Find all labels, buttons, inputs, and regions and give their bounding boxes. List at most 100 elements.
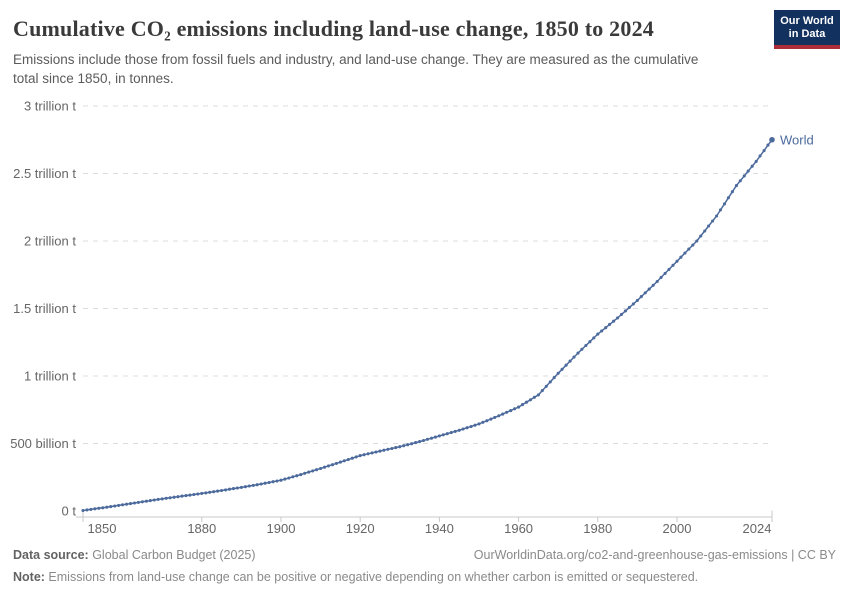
data-point-marker <box>592 336 596 340</box>
data-point-marker <box>140 500 144 504</box>
data-point-marker <box>429 436 434 440</box>
data-point-marker <box>208 490 212 494</box>
data-point-marker <box>220 488 224 493</box>
data-point-marker <box>465 426 469 430</box>
line-chart-canvas[interactable]: 0 t 500 billion t 1 trillion t 1.5 trillion… <box>0 0 850 545</box>
data-point-marker <box>378 449 382 453</box>
data-point-marker <box>326 464 331 468</box>
data-point-marker <box>639 295 643 299</box>
data-point-marker <box>295 474 299 478</box>
data-point-marker <box>501 412 505 416</box>
chart-title: Cumulative CO₂ emissions including land-… <box>13 16 654 41</box>
x-axis-tick-label: 2000 <box>663 521 692 536</box>
data-point-marker <box>675 259 679 263</box>
data-point-marker <box>224 488 228 492</box>
footer-row: Data source: Global Carbon Budget (2025)… <box>13 548 836 562</box>
data-point-marker <box>334 461 338 465</box>
data-point-marker <box>255 483 259 487</box>
data-point-marker <box>311 469 315 473</box>
data-point-marker <box>152 498 156 502</box>
data-point-marker <box>715 214 719 218</box>
data-point-marker <box>279 478 283 482</box>
data-point-marker <box>93 507 97 511</box>
data-point-marker <box>414 441 418 445</box>
owid-logo-line1: Our World <box>780 14 834 27</box>
world-line <box>82 139 773 512</box>
data-point-marker <box>552 376 556 380</box>
data-point-marker <box>81 508 85 513</box>
x-axis-tick-label: 1850 <box>88 521 117 536</box>
owid-logo[interactable]: Our World in Data <box>774 10 840 49</box>
data-point-marker <box>635 298 639 302</box>
data-point-marker <box>742 174 746 178</box>
data-point-marker <box>600 329 604 333</box>
data-point-marker <box>505 410 509 414</box>
data-point-marker <box>703 229 707 233</box>
data-point-marker <box>125 502 129 506</box>
data-point-marker <box>184 494 188 498</box>
data-point-marker <box>616 316 620 320</box>
data-point-marker <box>604 326 608 330</box>
data-point-marker <box>390 446 394 451</box>
data-point-marker <box>691 243 695 247</box>
data-point-marker <box>489 417 493 421</box>
data-point-marker <box>164 496 168 500</box>
y-axis-tick-label: 0 t <box>62 504 77 519</box>
data-point-marker <box>410 442 414 446</box>
x-axis-tick-label: 1980 <box>583 521 612 536</box>
data-point-marker <box>156 497 160 501</box>
data-point-marker <box>556 371 560 375</box>
data-point-marker <box>85 508 89 512</box>
data-point-marker <box>695 239 699 243</box>
data-point-marker <box>572 355 576 359</box>
data-point-marker <box>758 154 762 158</box>
data-point-marker <box>461 427 465 431</box>
data-point-marker <box>722 202 727 206</box>
data-point-marker <box>576 351 580 355</box>
data-point-marker <box>362 453 366 457</box>
data-point-marker <box>627 305 631 309</box>
data-point-marker <box>647 287 651 291</box>
data-point-marker <box>517 405 521 409</box>
data-point-marker <box>746 169 750 173</box>
data-point-marker <box>481 420 485 424</box>
y-axis-tick-label: 1 trillion t <box>24 369 76 384</box>
data-point-marker <box>235 486 239 490</box>
data-point-marker <box>699 234 703 238</box>
data-point-marker <box>623 309 628 313</box>
y-axis-tick-label: 1.5 trillion t <box>13 301 76 316</box>
data-point-marker <box>631 302 635 306</box>
data-point-marker <box>726 196 730 200</box>
data-point-marker <box>418 440 422 444</box>
data-point-marker <box>762 149 766 153</box>
data-point-marker <box>247 484 251 488</box>
data-point-marker <box>251 483 255 487</box>
world-line-end-dot <box>769 136 775 143</box>
data-point-marker <box>485 419 489 423</box>
data-point-marker <box>754 159 758 163</box>
data-point-marker <box>738 179 742 183</box>
data-point-marker <box>655 279 659 284</box>
data-point-marker <box>394 446 398 450</box>
data-point-marker <box>398 445 402 449</box>
data-point-marker <box>200 491 204 495</box>
data-point-marker <box>449 430 453 435</box>
world-series-label[interactable]: World <box>780 132 814 147</box>
data-point-marker <box>659 275 663 279</box>
x-axis-tick-label: 1880 <box>187 521 216 536</box>
owid-logo-line2: in Data <box>788 27 826 40</box>
data-point-marker <box>683 251 687 255</box>
data-point-marker <box>148 499 152 503</box>
x-axis-tick-label: 1920 <box>346 521 375 536</box>
data-point-marker <box>513 407 517 411</box>
data-point-marker <box>564 363 568 367</box>
data-point-marker <box>227 487 232 491</box>
y-axis-tick-label: 3 trillion t <box>24 99 76 114</box>
data-point-marker <box>457 428 461 432</box>
data-point-marker <box>346 457 350 462</box>
data-point-marker <box>204 491 208 495</box>
owid-cc-link[interactable]: OurWorldinData.org/co2-and-greenhouse-ga… <box>473 548 836 562</box>
data-point-marker <box>730 190 734 194</box>
data-point-marker <box>291 475 295 479</box>
data-point-marker <box>136 500 140 504</box>
